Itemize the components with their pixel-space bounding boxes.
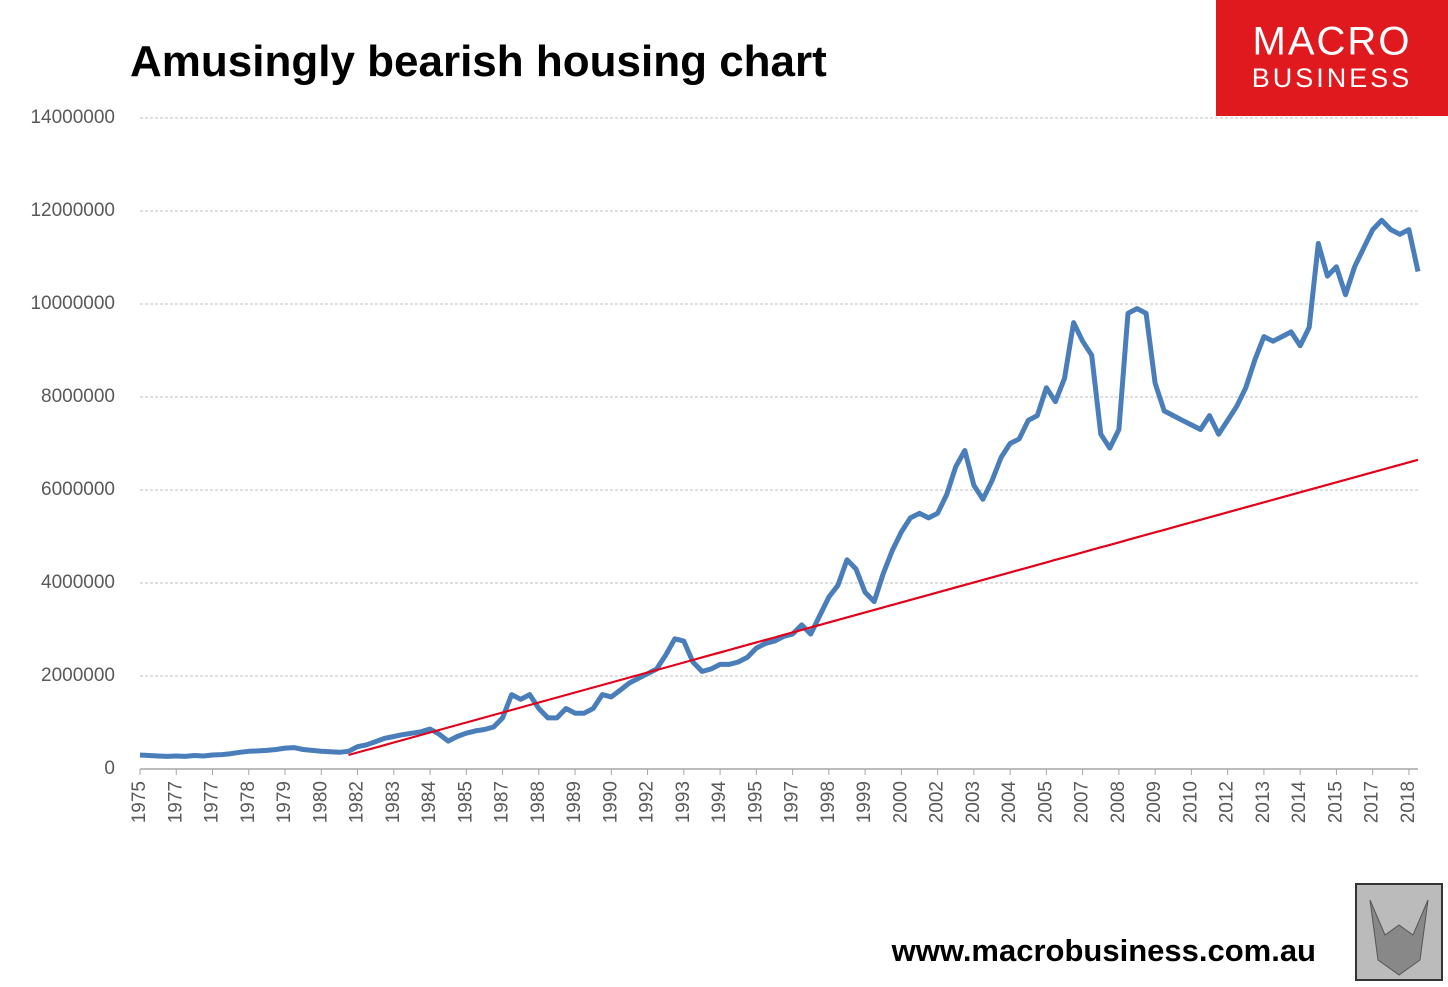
x-tick-label: 2008 xyxy=(1108,781,1129,823)
x-tick-label: 2014 xyxy=(1289,781,1310,824)
x-tick-label: 1990 xyxy=(600,781,621,823)
y-tick-label: 0 xyxy=(104,758,115,779)
x-tick-label: 2004 xyxy=(999,781,1020,824)
x-tick-label: 2005 xyxy=(1035,781,1056,823)
x-tick-label: 1977 xyxy=(165,781,186,823)
x-tick-label: 1985 xyxy=(455,781,476,823)
x-tick-label: 2015 xyxy=(1325,781,1346,823)
series-line xyxy=(348,458,1419,757)
x-tick-label: 1995 xyxy=(745,781,766,823)
x-tick-label: 2009 xyxy=(1144,781,1165,823)
x-tick-label: 1999 xyxy=(854,781,875,823)
chart-title: Amusingly bearish housing chart xyxy=(130,37,827,86)
x-tick-label: 2013 xyxy=(1253,781,1274,823)
y-tick-label: 4000000 xyxy=(41,572,115,593)
x-tick-label: 2003 xyxy=(963,781,984,823)
x-tick-label: 2017 xyxy=(1362,781,1383,823)
y-tick-label: 6000000 xyxy=(41,479,115,500)
x-tick-label: 1987 xyxy=(492,781,513,823)
fox-icon xyxy=(1369,899,1429,976)
x-tick-label: 1975 xyxy=(129,781,150,823)
logo-line2: BUSINESS xyxy=(1252,63,1413,93)
x-tick-label: 1977 xyxy=(202,781,223,823)
y-tick-label: 10000000 xyxy=(30,293,115,314)
x-tick-label: 2002 xyxy=(927,781,948,823)
x-tick-label: 1979 xyxy=(274,781,295,823)
x-tick-label: 1998 xyxy=(818,781,839,823)
y-tick-label: 14000000 xyxy=(30,107,115,128)
x-tick-label: 1988 xyxy=(528,781,549,823)
x-tick-label: 1978 xyxy=(238,781,259,823)
x-tick-label: 1980 xyxy=(310,781,331,823)
y-tick-label: 12000000 xyxy=(30,200,115,221)
x-tick-label: 2018 xyxy=(1398,781,1419,823)
x-tick-label: 1997 xyxy=(782,781,803,823)
logo-box xyxy=(1216,0,1448,116)
x-tick-label: 1983 xyxy=(383,781,404,823)
x-tick-label: 1994 xyxy=(709,781,730,824)
x-tick-label: 2007 xyxy=(1072,781,1093,823)
y-tick-label: 2000000 xyxy=(41,665,115,686)
x-tick-label: 2000 xyxy=(890,781,911,823)
x-tick-label: 1989 xyxy=(564,781,585,823)
x-tick-label: 2010 xyxy=(1180,781,1201,823)
logo-line1: MACRO xyxy=(1253,20,1412,64)
series-line xyxy=(139,217,1421,759)
x-tick-label: 2012 xyxy=(1217,781,1238,823)
footer: www.macrobusiness.com.au xyxy=(891,933,1316,968)
y-tick-label: 8000000 xyxy=(41,386,115,407)
x-tick-label: 1982 xyxy=(347,781,368,823)
x-tick-label: 1993 xyxy=(673,781,694,823)
x-tick-label: 1984 xyxy=(419,781,440,824)
x-tick-label: 1992 xyxy=(637,781,658,823)
